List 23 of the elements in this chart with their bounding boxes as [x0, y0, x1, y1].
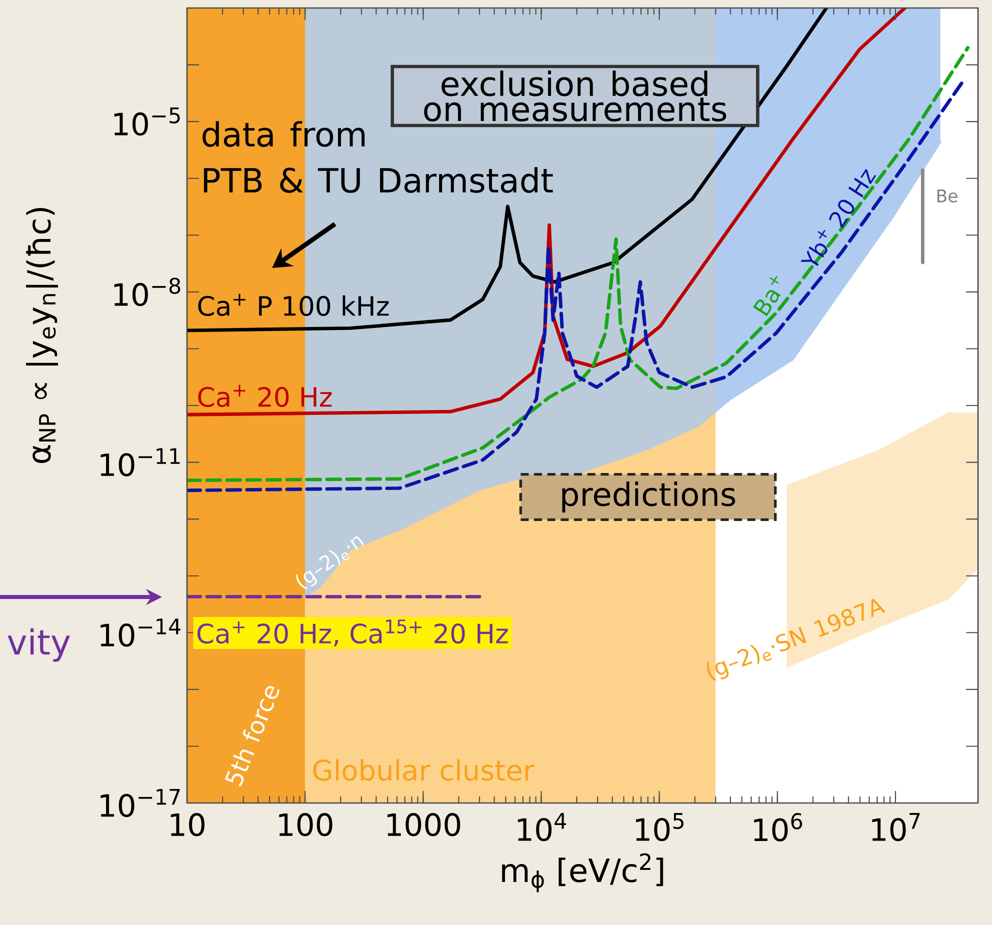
text: Ba$^{+}$ [753, 276, 781, 316]
band-label: 5th force [224, 686, 280, 787]
text: vity [8, 628, 70, 662]
band-label: Globular cluster [313, 759, 534, 781]
x-tick-label: 10$^{7}$ [872, 813, 920, 842]
x-axis-title: m$_{ϕ}$ [eV/c$^{2}$] [502, 853, 664, 892]
series-label: Be [937, 190, 958, 202]
annotation: PTB & TU Darmstadt [204, 167, 553, 193]
annotation: (g–2)$_{e}$·SN 1987A [707, 598, 886, 681]
y-tick-label: 10$^{−8}$ [114, 278, 180, 306]
x-tick-label: 10$^{4}$ [518, 813, 566, 842]
x-tick-label: 100 [279, 813, 332, 836]
y-tick-label: 10$^{−11}$ [100, 448, 180, 476]
x-tick-label: 10$^{6}$ [754, 813, 802, 842]
y-axis-title: α$_{NP}$ ∝ |y$_{e}$y$_{n}$|/(ħc) [26, 208, 58, 464]
y-tick-label: 10$^{−5}$ [114, 108, 180, 136]
x-tick-label: 1000 [388, 813, 460, 836]
y-tick-label: 10$^{−14}$ [100, 618, 180, 647]
text: Yb$^{+}$ 20 Hz [800, 169, 876, 266]
annotation: exclusion based on measurements [424, 70, 726, 122]
annotation: predictions [562, 482, 736, 512]
x-tick-label: 10$^{5}$ [636, 813, 684, 842]
series-label: Ca$^{+}$ 20 Hz, Ca$^{15+}$ 20 Hz [197, 620, 508, 646]
